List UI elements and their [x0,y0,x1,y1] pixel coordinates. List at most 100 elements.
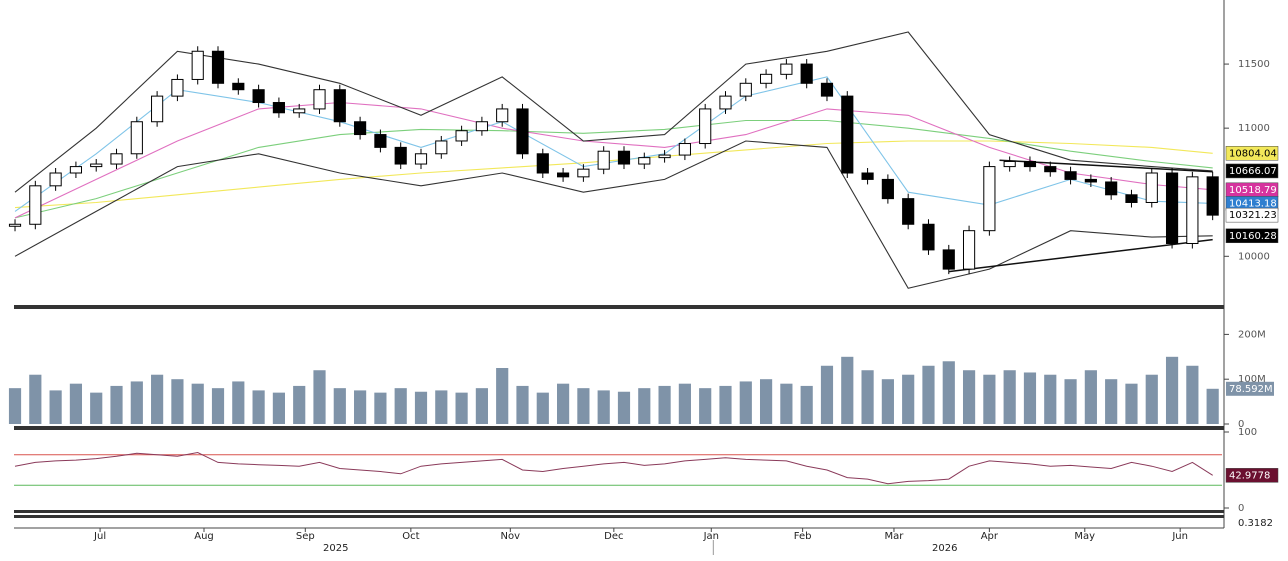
candle [881,178,894,200]
y-tick-label: 10000 [1238,251,1270,262]
candle [1023,160,1037,168]
candle [841,95,854,174]
x-tick-label: Nov [501,531,521,542]
x-tick-label: Jul [93,531,106,542]
candle [1186,176,1199,244]
volume-bar [455,392,468,424]
volume-bar [1206,388,1219,424]
volume-bar [354,390,367,424]
y-tick-label: 11500 [1238,59,1270,70]
volume-bar [1003,370,1016,424]
volume-bar [861,370,874,424]
volume-bar [110,385,123,424]
volume-bar [211,388,225,424]
candle [374,134,387,148]
candle [922,223,935,251]
candle [394,146,407,165]
candle [110,153,123,165]
year-label: 2025 [323,543,348,554]
y-tick-label: 0 [1238,503,1244,514]
candle [191,50,204,80]
indicator-line [14,140,1213,289]
volume-bar [232,381,245,424]
price-tag [1225,146,1279,161]
volume-bar [49,390,62,424]
volume-bar [962,370,976,424]
candle [983,166,996,232]
volume-bar [333,388,346,424]
volume-bar [29,374,42,424]
price-tag [1225,163,1279,179]
volume-bar [780,383,793,424]
candle [800,63,813,84]
price-tag-label: 10160.28 [1229,231,1277,242]
candle [1125,194,1138,203]
volume-bar [983,374,996,424]
volume-bar [1084,370,1097,424]
price-tag [1225,228,1279,244]
volume-bar [1044,374,1057,424]
candle [617,150,631,165]
volume-bar [1125,383,1138,424]
candle [739,82,752,97]
candle [272,102,285,114]
candle [719,95,732,110]
volume-bar [536,392,549,424]
volume-bar [516,385,529,424]
price-tag-label: 10413.18 [1229,198,1277,209]
x-tick-label: Aug [194,531,214,542]
volume-bar [293,385,306,424]
candle [699,108,712,145]
volume-bar [272,392,285,424]
x-tick-label: Sep [296,531,315,542]
candle [597,150,610,170]
candle [354,121,367,136]
volume-bar [678,383,691,424]
rsi-line [14,451,1213,485]
y-tick-label: 100M [1238,374,1266,385]
volume-bar [90,392,103,424]
volume-bar [902,374,915,424]
candle [516,108,529,155]
price-tag [1225,207,1279,223]
panel-separator [14,426,1224,430]
candle [130,121,143,155]
candle [1003,160,1016,168]
volume-bar [130,381,143,424]
candle [1145,172,1158,203]
x-tick-label: May [1074,531,1095,542]
candle [29,185,42,225]
volume-bar [922,365,935,424]
candle [557,172,570,178]
candle [962,230,976,270]
price-tag [1226,381,1274,396]
volume-bar [313,370,326,424]
year-label: 2026 [932,543,957,554]
x-tick-label: Feb [794,531,812,542]
candle [313,89,326,110]
candle [90,163,103,168]
candle [211,50,225,84]
volume-bar [841,356,854,424]
candle [780,63,793,75]
candle [69,166,83,174]
volume-bar [699,388,712,424]
candle [1105,181,1118,196]
y-tick-label: 0 [1238,419,1244,430]
volume-bar [557,383,570,424]
candle [475,121,488,132]
candle [658,154,671,159]
candle [577,168,590,178]
volume-bar [435,390,448,424]
candle [1084,178,1097,183]
candle [638,157,651,165]
candle [496,108,509,123]
volume-bar [475,388,488,424]
panel-separator [14,510,1224,513]
volume-bar [759,379,773,424]
panel-separator [14,515,1224,518]
trendline [948,238,1213,273]
volume-bar [394,388,407,424]
candle [942,249,955,270]
